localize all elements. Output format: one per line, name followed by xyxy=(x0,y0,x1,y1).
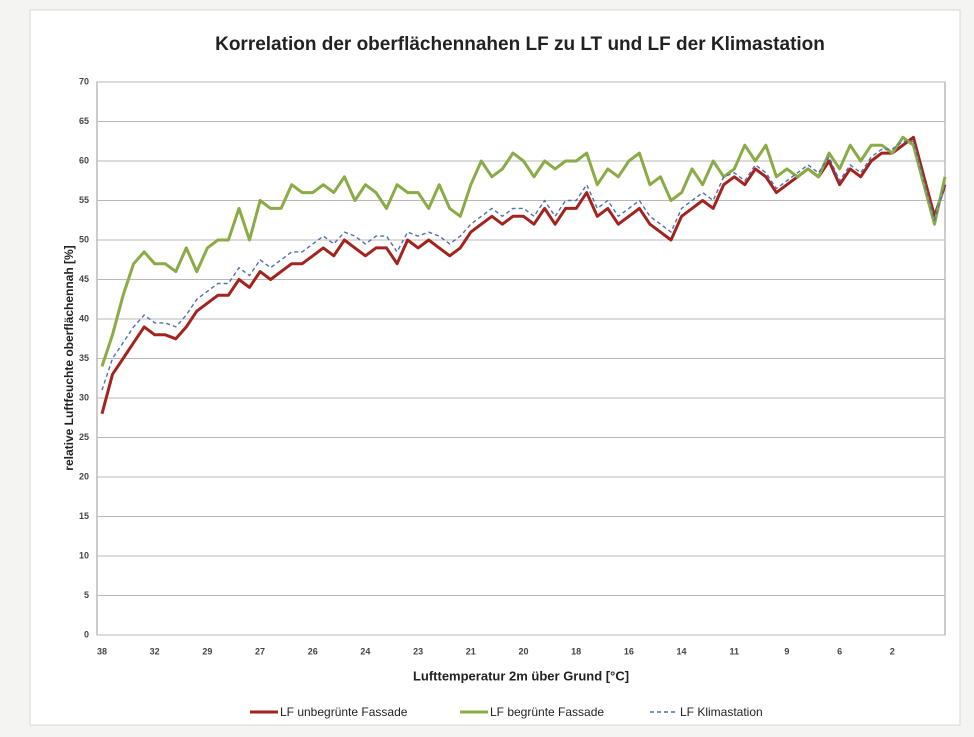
x-tick-label: 21 xyxy=(466,646,476,656)
y-tick-label: 25 xyxy=(79,432,89,442)
x-tick-label: 9 xyxy=(784,646,789,656)
x-tick-label: 6 xyxy=(837,646,842,656)
x-tick-label: 38 xyxy=(97,646,107,656)
y-tick-label: 15 xyxy=(79,511,89,521)
y-tick-label: 20 xyxy=(79,471,89,481)
x-tick-label: 20 xyxy=(518,646,528,656)
x-tick-label: 29 xyxy=(202,646,212,656)
y-tick-label: 5 xyxy=(84,590,89,600)
x-tick-label: 2 xyxy=(890,646,895,656)
x-tick-label: 27 xyxy=(255,646,265,656)
y-tick-label: 50 xyxy=(79,234,89,244)
y-tick-label: 40 xyxy=(79,313,89,323)
x-tick-label: 24 xyxy=(360,646,370,656)
legend-label: LF Klimastation xyxy=(680,705,763,719)
x-tick-label: 26 xyxy=(308,646,318,656)
y-tick-label: 55 xyxy=(79,195,89,205)
y-tick-label: 70 xyxy=(79,76,89,86)
y-tick-label: 0 xyxy=(84,629,89,639)
x-tick-label: 32 xyxy=(150,646,160,656)
y-tick-label: 10 xyxy=(79,550,89,560)
x-tick-label: 18 xyxy=(571,646,581,656)
x-tick-label: 16 xyxy=(624,646,634,656)
chart-title: Korrelation der oberflächennahen LF zu L… xyxy=(215,34,825,55)
y-tick-label: 45 xyxy=(79,274,89,284)
legend-label: LF begrünte Fassade xyxy=(490,705,604,719)
y-tick-label: 30 xyxy=(79,392,89,402)
x-tick-label: 14 xyxy=(677,646,687,656)
y-tick-label: 35 xyxy=(79,353,89,363)
series-line xyxy=(100,135,947,367)
x-tick-label: 11 xyxy=(729,646,739,656)
legend-label: LF unbegrünte Fassade xyxy=(280,705,408,719)
x-axis-label: Lufttemperatur 2m über Grund [°C] xyxy=(413,668,629,683)
y-axis-label: relative Luftfeuchte oberflächennah [%] xyxy=(62,245,76,470)
x-tick-label: 23 xyxy=(413,646,423,656)
y-tick-label: 60 xyxy=(79,155,89,165)
series-line xyxy=(101,140,946,391)
y-tick-label: 65 xyxy=(79,116,89,126)
